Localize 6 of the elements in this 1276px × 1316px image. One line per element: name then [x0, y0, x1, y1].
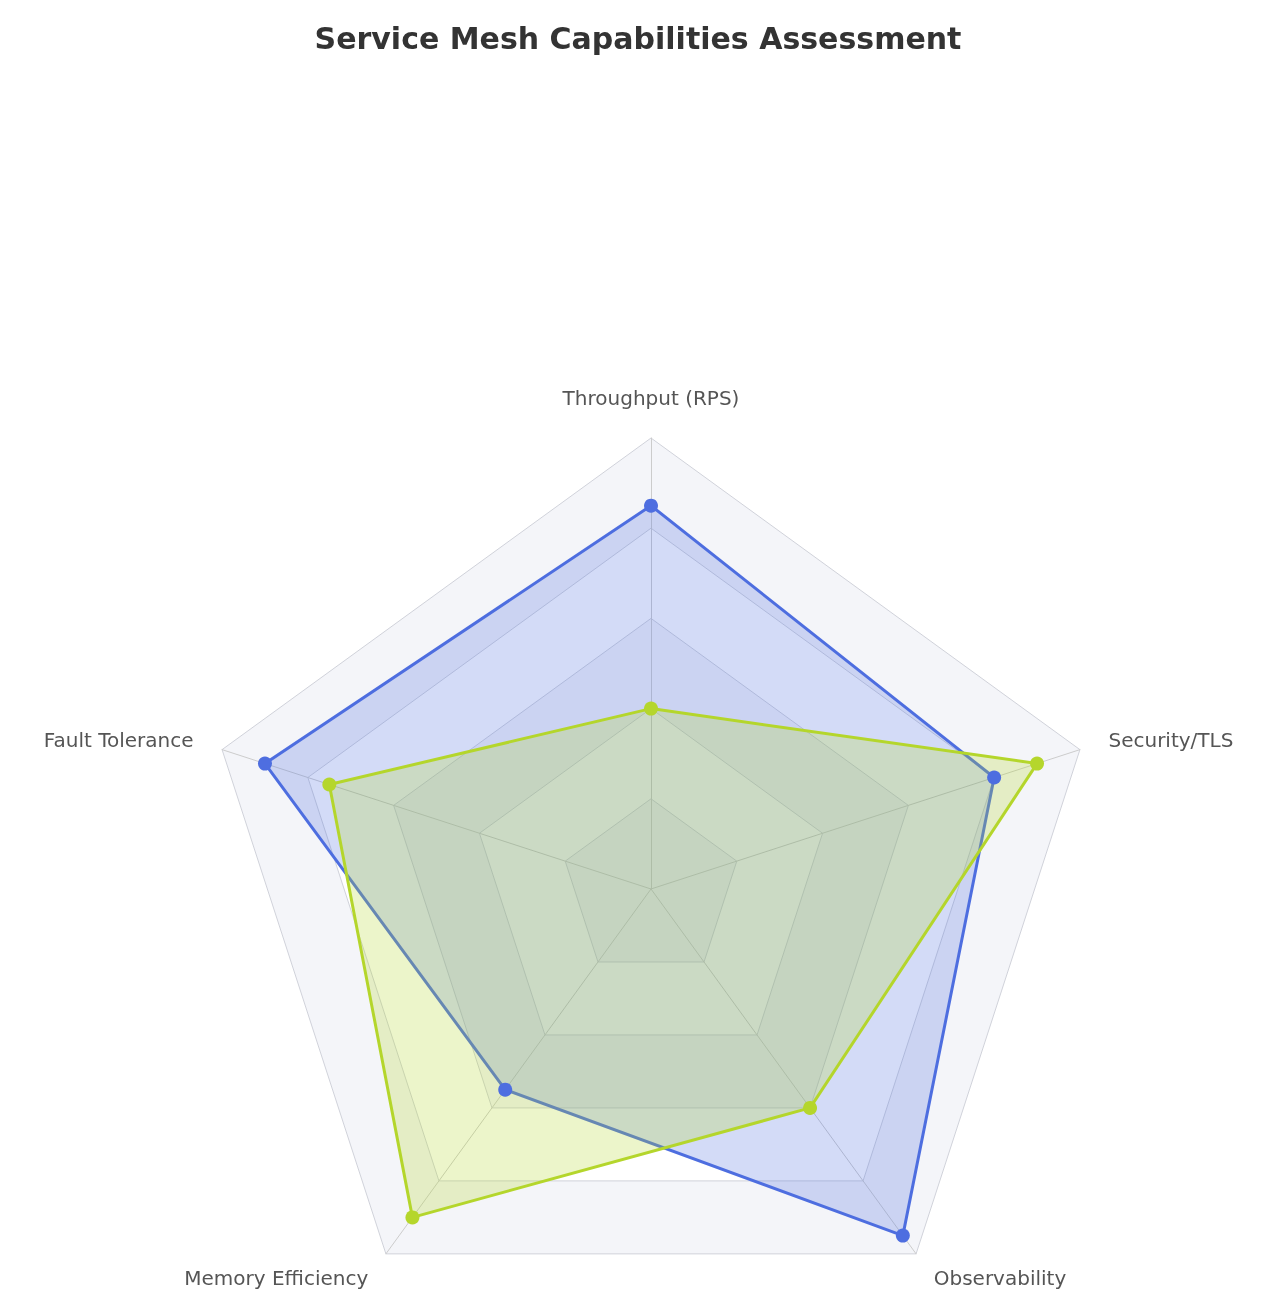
spoke-label: Security/TLS — [1108, 728, 1234, 753]
spoke-label: Throughput (RPS) — [561, 386, 740, 410]
chart-title: Service Mesh Capabilities Assessment — [314, 20, 962, 56]
spoke-label: Observability — [933, 1266, 1067, 1291]
spoke-label: Memory Efficiency — [184, 1266, 369, 1291]
spoke-label: Fault Tolerance — [43, 728, 194, 753]
